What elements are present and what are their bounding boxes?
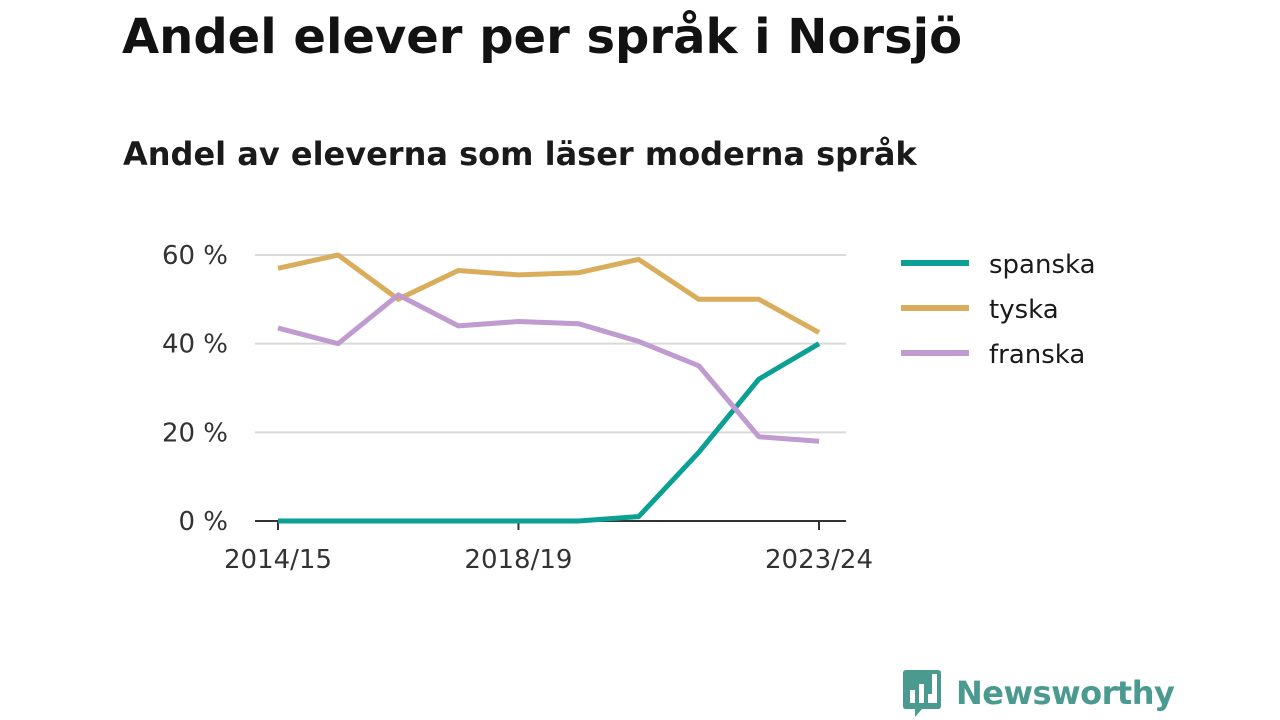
chart-subtitle: Andel av eleverna som läser moderna språ… xyxy=(123,135,917,173)
y-tick-label: 20 % xyxy=(162,418,228,448)
y-tick-label: 0 % xyxy=(178,507,228,537)
legend-label-tyska: tyska xyxy=(989,295,1059,325)
x-axis: 2014/15 2018/19 2023/24 xyxy=(224,520,873,575)
legend: spanska tyska franska xyxy=(901,250,1096,370)
series-line-spanska xyxy=(278,341,821,524)
newsworthy-logo: Newsworthy xyxy=(902,668,1175,718)
x-tick-label: 2018/19 xyxy=(464,545,572,575)
y-tick-label: 40 % xyxy=(162,330,228,360)
chart-title: Andel elever per språk i Norsjö xyxy=(122,9,963,65)
legend-label-spanska: spanska xyxy=(989,250,1096,280)
x-tick-label: 2014/15 xyxy=(224,545,332,575)
legend-label-franska: franska xyxy=(989,340,1085,370)
brand-name: Newsworthy xyxy=(956,674,1175,712)
grid-lines xyxy=(255,254,846,434)
series-line-franska xyxy=(277,292,820,444)
y-tick-label: 60 % xyxy=(162,241,228,271)
series-line-tyska xyxy=(277,252,821,335)
bar-chart-speech-bubble-icon xyxy=(903,670,941,717)
y-axis: 0 % 20 % 40 % 60 % xyxy=(162,241,228,537)
series-lines xyxy=(277,252,821,524)
x-tick-label: 2023/24 xyxy=(765,545,873,575)
